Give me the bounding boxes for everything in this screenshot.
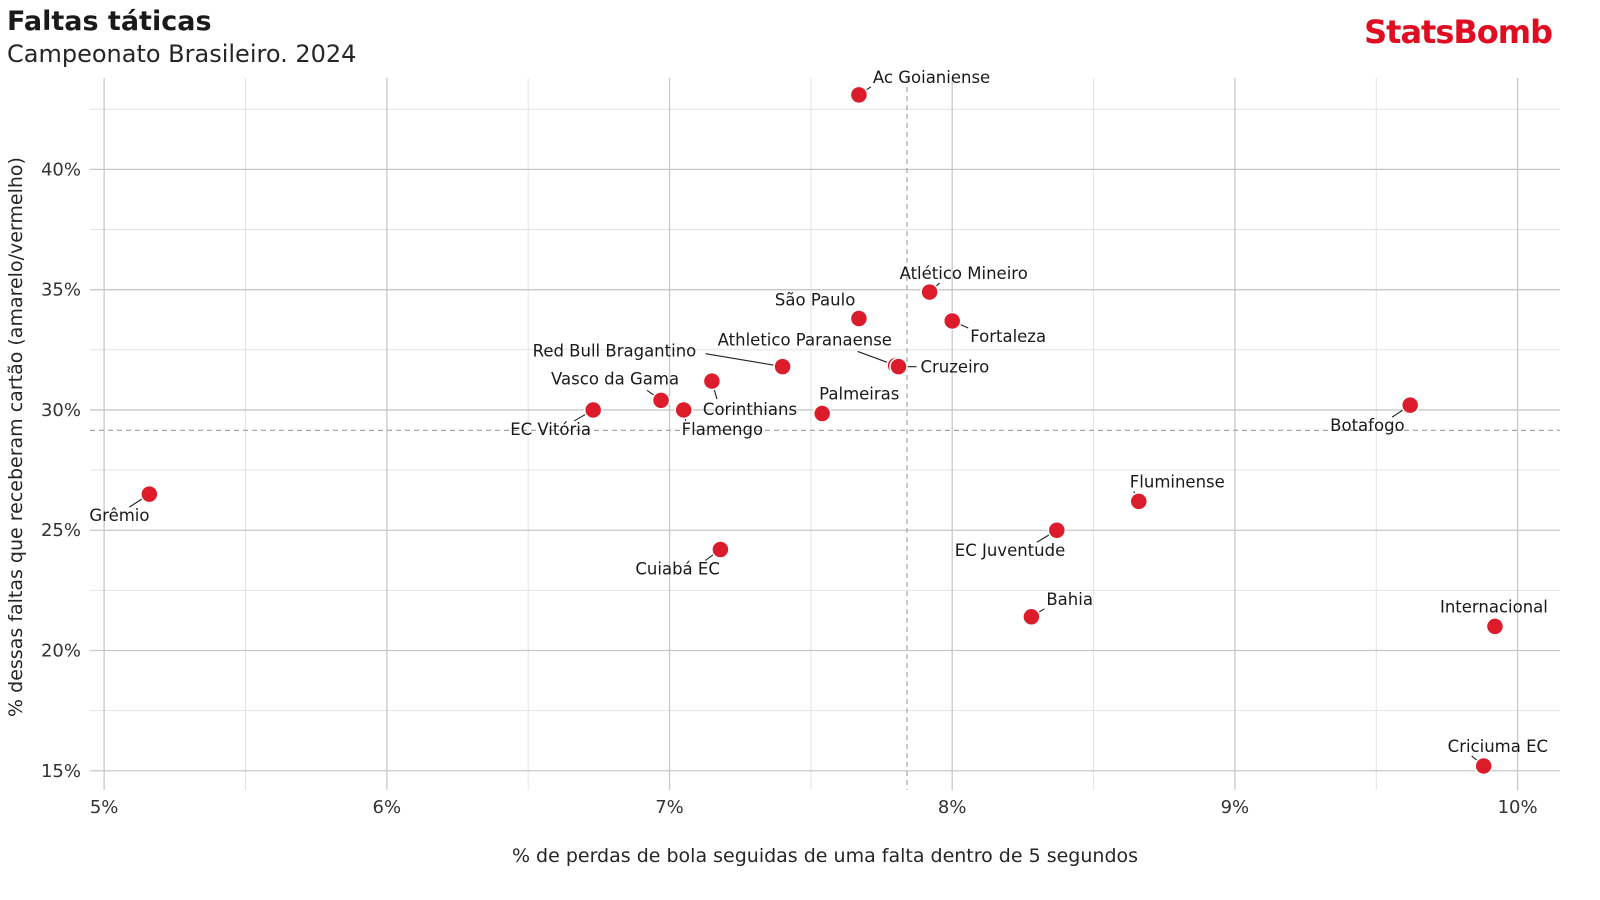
- y-tick-label: 20%: [41, 640, 81, 661]
- point-label: Botafogo: [1330, 416, 1404, 435]
- data-point[interactable]: [1047, 520, 1067, 540]
- x-tick-label: 8%: [938, 797, 967, 818]
- point-label: Palmeiras: [819, 385, 899, 404]
- point-label: São Paulo: [775, 291, 855, 310]
- data-point[interactable]: [651, 391, 671, 410]
- x-tick-label: 9%: [1221, 797, 1250, 818]
- point-label: Atlético Mineiro: [900, 264, 1028, 283]
- chart-title: Faltas táticas: [7, 6, 212, 37]
- x-tick-label: 7%: [655, 797, 684, 818]
- y-axis-label: % dessas faltas que receberam cartão (am…: [5, 157, 27, 717]
- axis-ticks: 5% 6% 7% 8% 9% 10% 15% 20% 25% 30% 35% 40%: [41, 159, 1538, 818]
- point-label: Criciuma EC: [1448, 737, 1548, 756]
- reference-lines: [90, 78, 1560, 790]
- data-point[interactable]: [711, 540, 730, 559]
- y-tick-label: 15%: [41, 761, 81, 782]
- x-tick-label: 5%: [90, 797, 119, 818]
- y-tick-label: 40%: [41, 159, 81, 180]
- point-label: Flamengo: [682, 420, 763, 439]
- label-leaders: [129, 86, 1485, 767]
- data-point[interactable]: [849, 309, 869, 328]
- data-point[interactable]: [920, 282, 939, 302]
- point-label: Grêmio: [89, 506, 149, 525]
- data-point[interactable]: [942, 311, 962, 331]
- point-label: Internacional: [1440, 597, 1548, 616]
- point-label: Cruzeiro: [921, 358, 990, 377]
- x-tick-label: 10%: [1498, 797, 1538, 818]
- data-point[interactable]: [702, 371, 722, 391]
- y-tick-label: 35%: [41, 280, 81, 301]
- data-point[interactable]: [674, 400, 693, 420]
- point-label: Athletico Paranaense: [718, 330, 892, 349]
- y-tick-label: 30%: [41, 400, 81, 421]
- point-label: EC Juventude: [955, 541, 1065, 560]
- point-labels: Ac Goianiense Atlético Mineiro São Paulo Fo…: [89, 68, 1548, 756]
- x-tick-label: 6%: [373, 797, 402, 818]
- data-point[interactable]: [140, 484, 159, 504]
- y-tick-label: 25%: [41, 520, 81, 541]
- data-point[interactable]: [1022, 607, 1041, 627]
- point-label: Vasco da Gama: [551, 369, 679, 388]
- point-label: Ac Goianiense: [873, 68, 990, 87]
- point-label: Bahia: [1046, 590, 1093, 609]
- data-point[interactable]: [849, 85, 869, 105]
- point-label: EC Vitória: [510, 420, 591, 439]
- point-label: Fortaleza: [970, 327, 1046, 346]
- data-point[interactable]: [1129, 492, 1149, 511]
- data-point[interactable]: [812, 404, 832, 423]
- label-leader-line: [705, 353, 783, 368]
- point-label: Fluminense: [1130, 472, 1225, 491]
- data-point[interactable]: [1474, 756, 1493, 776]
- chart-subtitle: Campeonato Brasileiro. 2024: [7, 40, 356, 68]
- data-point[interactable]: [773, 357, 792, 376]
- point-label: Cuiabá EC: [635, 559, 719, 578]
- point-label: Corinthians: [703, 400, 797, 419]
- statsbomb-logo: StatsBomb: [1364, 13, 1552, 51]
- x-axis-label: % de perdas de bola seguidas de uma falt…: [512, 845, 1138, 867]
- data-point[interactable]: [583, 400, 603, 420]
- data-point[interactable]: [1485, 617, 1505, 636]
- data-point[interactable]: [889, 357, 908, 376]
- grid: [90, 78, 1560, 790]
- data-point[interactable]: [1400, 395, 1420, 415]
- point-label: Red Bull Bragantino: [533, 342, 697, 361]
- data-points: [140, 85, 1505, 776]
